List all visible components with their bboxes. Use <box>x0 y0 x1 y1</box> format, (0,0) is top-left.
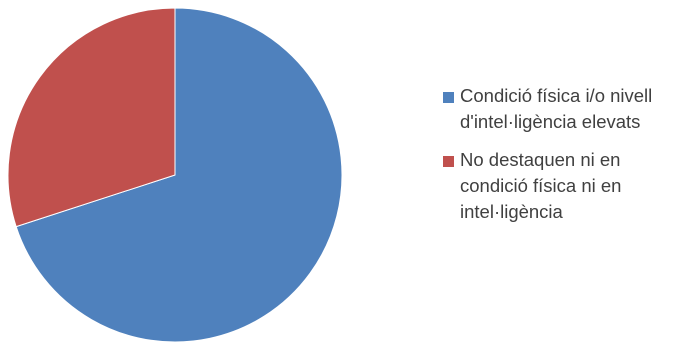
legend-item-1: No destaquen ni en condició física ni en… <box>443 147 691 225</box>
legend-label-0: Condició física i/o nivell d'intel·ligèn… <box>460 85 653 132</box>
pie-slices <box>7 7 343 343</box>
legend-label-1: No destaquen ni en condició física ni en… <box>460 149 622 222</box>
legend-swatch-1 <box>443 156 454 167</box>
pie-slice-0 <box>15 7 343 343</box>
pie-slice-1 <box>7 7 176 228</box>
chart-legend: Condició física i/o nivell d'intel·ligèn… <box>443 83 691 237</box>
legend-swatch-0 <box>443 92 454 103</box>
legend-item-0: Condició física i/o nivell d'intel·ligèn… <box>443 83 691 135</box>
